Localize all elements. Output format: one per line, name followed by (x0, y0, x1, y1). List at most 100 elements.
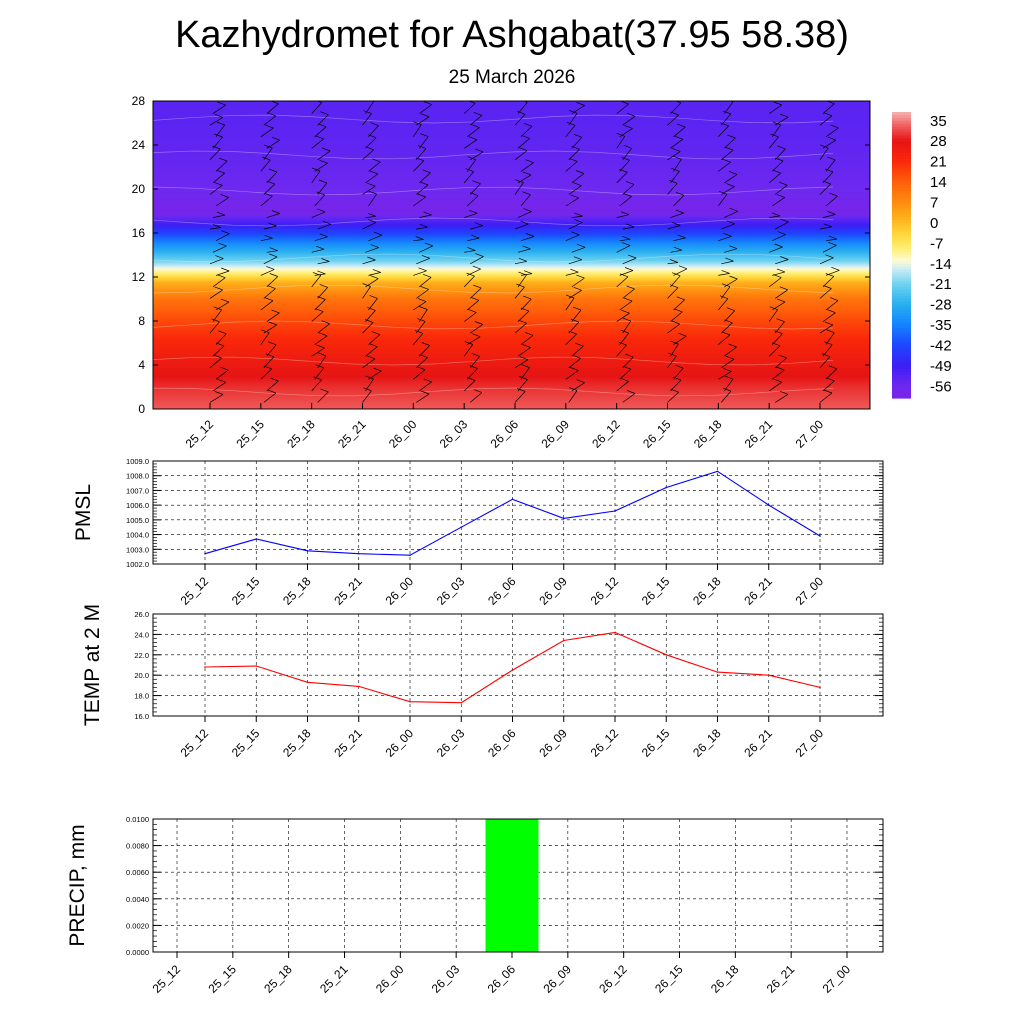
colorbar-segment (892, 205, 911, 209)
wind-barb (314, 123, 327, 138)
wind-barb (622, 353, 634, 369)
colorbar-segment (892, 269, 911, 274)
heatmap-band (153, 246, 870, 250)
heatmap-band (153, 164, 870, 168)
y-tick-label: 16.0 (134, 712, 149, 721)
wind-barb (413, 330, 424, 345)
chart-date: 25 March 2026 (448, 67, 576, 88)
wind-barb (571, 212, 583, 218)
wind-barb (517, 344, 531, 357)
wind-barb (263, 389, 277, 403)
x-tick-label: 26_09 (540, 962, 574, 996)
colorbar-segment (892, 290, 911, 294)
pmsl-panel: 1002.0 1003.0 1004.0 1005.0 1006.0 1007.0 1008… (72, 457, 884, 608)
wind-barb (362, 355, 376, 369)
colorbar-segment (892, 208, 911, 212)
heatmap-band (153, 296, 870, 300)
heatmap-band (153, 280, 870, 284)
colorbar-segment (892, 380, 911, 385)
wind-barb (466, 365, 478, 380)
wind-barb (724, 307, 735, 322)
wind-barb (819, 254, 834, 265)
wind-barb (514, 179, 524, 195)
colorbar-segment (892, 193, 911, 198)
wind-barb (520, 159, 534, 172)
heatmap-band (153, 356, 870, 360)
wind-barb (311, 208, 326, 218)
y-tick-label: 20.0 (134, 671, 149, 680)
wind-barb (571, 274, 585, 288)
wind-barb (771, 330, 783, 345)
heatmap-band (153, 112, 870, 116)
wind-barb (822, 168, 834, 184)
colorbar-segment (892, 158, 911, 163)
y-tick-label: 0.0040 (126, 895, 149, 904)
x-tick-label: 25_18 (280, 574, 314, 608)
wind-barb (467, 333, 481, 345)
heatmap-band (153, 104, 870, 108)
colorbar-segment (892, 114, 911, 119)
heatmap-band (153, 352, 870, 356)
wind-barb (520, 332, 534, 345)
pmsl-point (204, 552, 206, 555)
heatmap-band (153, 146, 870, 150)
wind-barb (365, 307, 376, 322)
wind-barb (517, 208, 532, 218)
wind-barb (825, 297, 839, 311)
colorbar-segment (892, 173, 911, 177)
wind-barb (311, 308, 324, 322)
wind-barb (215, 267, 230, 276)
y-tick-label: 1008.0 (126, 472, 149, 481)
heatmap-band (153, 368, 870, 372)
heatmap-band (153, 272, 870, 276)
wind-barb (311, 245, 325, 253)
wind-barb (368, 295, 378, 311)
x-tick-label: 25_15 (233, 417, 267, 451)
wind-barb (565, 194, 579, 207)
wind-barb (517, 101, 528, 114)
heatmap-band (153, 142, 870, 146)
pmsl-point (819, 535, 821, 537)
heatmap-band (153, 314, 870, 318)
heatmap-band (153, 366, 870, 370)
heatmap-band (153, 184, 870, 188)
colorbar-segment (892, 190, 911, 195)
wind-barb (416, 223, 428, 230)
colorbar-segment (892, 164, 911, 169)
colorbar-segment (892, 310, 911, 314)
x-tick-label: 25_21 (317, 962, 351, 996)
wind-barb (667, 222, 681, 230)
heatmap-panel: 0 4 8 12 16 20 24 28 25_12 25_15 25_18 25_21 26_00 26… (132, 94, 871, 451)
heatmap-band (153, 250, 870, 254)
colorbar-segment (892, 135, 911, 139)
wind-barb (825, 156, 836, 172)
colorbar-segment (892, 266, 911, 271)
heatmap-band (153, 276, 870, 280)
colorbar-segment (892, 342, 911, 347)
wind-barb (667, 352, 677, 369)
wind-barb (212, 101, 226, 114)
wind-barb (368, 231, 383, 242)
pmsl-point (409, 554, 411, 556)
wind-barb (724, 171, 738, 184)
wind-barb (721, 283, 731, 299)
panel-frame (152, 613, 884, 717)
wind-barb (209, 113, 224, 126)
wind-barb (822, 377, 835, 392)
wind-barb (721, 355, 735, 369)
colorbar-label: 0 (930, 215, 938, 232)
wind-barb (317, 147, 331, 161)
heatmap-band (153, 106, 870, 110)
x-tick-label: 25_12 (178, 574, 212, 608)
panel-frame (152, 460, 884, 565)
heatmap-band (153, 198, 870, 202)
heatmap-band (153, 384, 870, 388)
heatmap-band (153, 166, 870, 170)
temp-2m-point (306, 681, 309, 684)
x-tick-label: 26_15 (640, 417, 674, 451)
wind-barb (718, 158, 731, 172)
pmsl-point (767, 504, 770, 506)
x-tick-label: 25_12 (183, 417, 217, 451)
wind-barb (565, 158, 578, 172)
wind-barb (568, 387, 578, 403)
